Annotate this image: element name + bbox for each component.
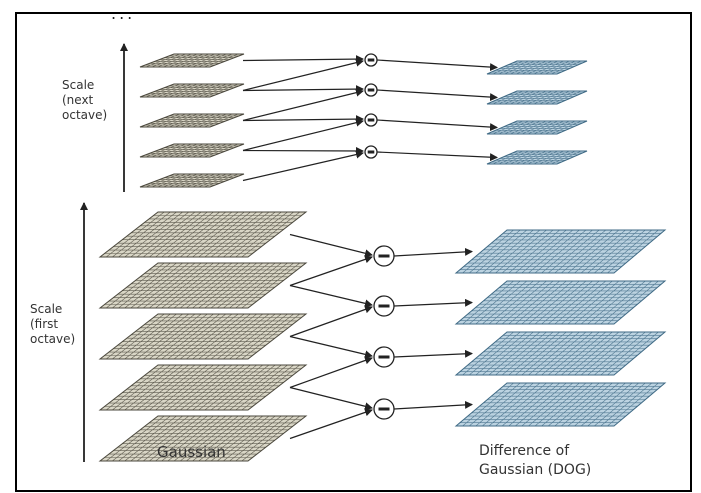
subtractor-to-dog-arrow-next-1 [376, 59, 498, 72]
gaussian-to-subtractor-arrow-next-3b [242, 118, 364, 152]
dog-layer-first-1 [454, 229, 667, 274]
gaussian-to-subtractor-arrow-next-2b [242, 88, 364, 122]
subtractor-to-dog-arrow-next-3 [376, 119, 498, 132]
gaussian-to-subtractor-arrow-first-4a [289, 386, 373, 411]
diagram-border [15, 12, 692, 492]
gaussian-to-subtractor-arrow-next-1a [242, 55, 364, 64]
gaussian-to-subtractor-arrow-next-4b [242, 150, 364, 182]
dog-layer-first-2 [454, 280, 667, 325]
gaussian-to-subtractor-arrow-first-3a [289, 335, 373, 359]
gaussian-layer-next-4 [139, 143, 245, 158]
subtractor-next-3 [364, 113, 378, 127]
gaussian-layer-first-4 [98, 364, 308, 411]
more-octaves-ellipsis: ... [111, 4, 136, 23]
subtractor-first-4 [373, 398, 395, 420]
gaussian-layer-first-2 [98, 262, 308, 309]
subtractor-to-dog-arrow-next-2 [376, 89, 498, 102]
subtractor-first-1 [373, 245, 395, 267]
subtractor-to-dog-arrow-first-2 [393, 298, 473, 307]
gaussian-to-subtractor-arrow-next-2a [242, 85, 364, 94]
dog-layer-first-3 [454, 331, 667, 376]
dog-layer-next-2 [486, 90, 588, 105]
gaussian-to-subtractor-arrow-first-2a [289, 284, 373, 308]
gaussian-layer-next-3 [139, 113, 245, 128]
gaussian-to-subtractor-arrow-first-2b [289, 305, 373, 338]
gaussian-layer-first-1 [98, 211, 308, 258]
dog-label: Difference of Gaussian (DOG) [479, 443, 592, 478]
dog-layer-next-1 [486, 60, 588, 75]
subtractor-to-dog-arrow-first-3 [393, 349, 473, 358]
subtractor-to-dog-arrow-next-4 [376, 151, 498, 162]
gaussian-to-subtractor-arrow-first-1a [289, 233, 373, 258]
gaussian-layer-next-2 [139, 83, 245, 98]
subtractor-to-dog-arrow-first-1 [393, 247, 473, 257]
gaussian-to-subtractor-arrow-first-1b [289, 255, 373, 287]
subtractor-first-3 [373, 346, 395, 368]
scale-next-octave-label: Scale (next octave) [62, 78, 108, 122]
gaussian-label: Gaussian [157, 443, 226, 461]
gaussian-to-subtractor-arrow-first-3b [289, 356, 373, 389]
gaussian-to-subtractor-arrow-first-4b [289, 408, 373, 440]
dog-layer-next-3 [486, 120, 588, 135]
gaussian-to-subtractor-arrow-next-4a [242, 146, 364, 155]
gaussian-layer-next-5 [139, 173, 245, 188]
subtractor-to-dog-arrow-first-4 [393, 400, 473, 410]
gaussian-layer-next-1 [139, 53, 245, 68]
gaussian-layer-first-3 [98, 313, 308, 360]
gaussian-to-subtractor-arrow-next-3a [242, 115, 364, 124]
subtractor-next-1 [364, 53, 378, 67]
scale-first-octave-label: Scale (first octave) [30, 302, 76, 346]
subtractor-next-2 [364, 83, 378, 97]
dog-layer-first-4 [454, 382, 667, 427]
dog-layer-next-4 [486, 150, 588, 165]
gaussian-to-subtractor-arrow-next-1b [242, 58, 364, 92]
subtractor-next-4 [364, 145, 378, 159]
subtractor-first-2 [373, 295, 395, 317]
gaussian-layer-first-5 [98, 415, 308, 462]
